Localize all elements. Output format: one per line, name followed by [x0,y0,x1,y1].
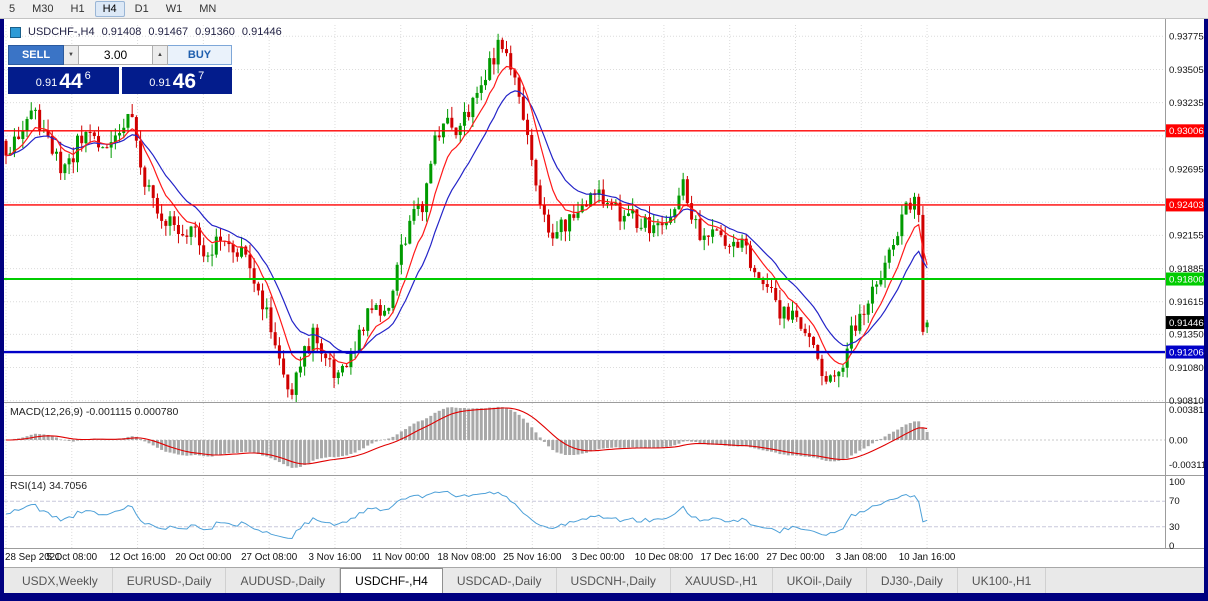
svg-text:28 Sep 2021: 28 Sep 2021 [5,552,61,563]
one-click-trading-panel: SELL ▼ ▲ BUY 0.91 44 6 0.91 46 7 [8,45,232,94]
svg-text:0.91615: 0.91615 [1169,297,1204,308]
timeframe-button-h4[interactable]: H4 [94,1,125,17]
symbol-info-bar: USDCHF-,H4 0.91408 0.91467 0.91360 0.914… [10,26,282,38]
svg-text:5 Oct 08:00: 5 Oct 08:00 [46,552,97,563]
buy-price-sup: 7 [198,70,205,82]
ohlc-low: 0.91360 [195,26,235,38]
ma-slow-line [5,90,928,355]
timeframe-button-m30[interactable]: M30 [32,3,54,15]
svg-text:20 Oct 00:00: 20 Oct 00:00 [175,552,232,563]
svg-text:3 Dec 00:00: 3 Dec 00:00 [572,552,625,563]
caret-up-icon: ▲ [157,52,163,58]
svg-text:0.92155: 0.92155 [1169,231,1204,242]
sell-price-main: 44 [59,70,83,94]
sell-button[interactable]: SELL [8,45,64,65]
buy-price-button[interactable]: 0.91 46 7 [121,67,232,94]
ohlc-high: 0.91467 [148,26,189,38]
sell-price-sup: 6 [84,70,91,82]
svg-text:0.91080: 0.91080 [1169,363,1204,374]
buy-price-prefix: 0.91 [149,77,171,89]
macd-name: MACD(12,26,9) [10,406,83,418]
svg-text:27 Oct 08:00: 27 Oct 08:00 [241,552,298,563]
timeframe-button-5[interactable]: 5 [9,3,16,15]
svg-text:10 Jan 16:00: 10 Jan 16:00 [899,552,956,563]
svg-text:18 Nov 08:00: 18 Nov 08:00 [437,552,496,563]
ma-fast-line [5,65,928,366]
sell-price-prefix: 0.91 [35,77,58,89]
chart-type-icon [10,26,21,38]
svg-text:11 Nov 00:00: 11 Nov 00:00 [372,552,430,563]
price-axis[interactable]: 0.93775 0.93505 0.93235 0.92695 0.92155 0.918… [1166,32,1204,552]
svg-text:-0.003115: -0.003115 [1169,460,1204,471]
ohlc-open: 0.91408 [101,26,142,38]
svg-text:3 Nov 16:00: 3 Nov 16:00 [309,552,362,563]
svg-text:30: 30 [1169,522,1180,533]
macd-histogram [8,406,929,468]
svg-text:0.93775: 0.93775 [1169,32,1204,43]
svg-text:100: 100 [1169,477,1185,488]
chart-tab-usdcnh-daily[interactable]: USDCNH-,Daily [557,568,671,593]
svg-text:3 Jan 08:00: 3 Jan 08:00 [836,552,888,563]
rsi-name: RSI(14) [10,480,47,492]
chart-tabs-bar: USDX,Weekly EURUSD-,Daily AUDUSD-,Daily USD… [4,567,1204,593]
trade-controls-row: SELL ▼ ▲ BUY [8,45,232,65]
svg-text:0.91885: 0.91885 [1169,264,1204,275]
chart-tab-usdchf-h4[interactable]: USDCHF-,H4 [340,568,443,593]
svg-text:0.91206: 0.91206 [1169,347,1204,358]
timeframe-button-mn[interactable]: MN [199,3,217,15]
rsi-indicator-label: RSI(14) 34.7056 [10,480,87,492]
volume-input[interactable] [79,45,153,65]
chart-tab-usdcad-daily[interactable]: USDCAD-,Daily [443,568,557,593]
chart-tab-eurusd-daily[interactable]: EURUSD-,Daily [113,568,227,593]
svg-text:0: 0 [1169,541,1174,552]
buy-button[interactable]: BUY [168,45,232,65]
volume-decrease-button[interactable]: ▼ [64,45,79,65]
symbol-title: USDCHF-,H4 [28,26,95,38]
chart-background [4,19,1204,567]
chart-tab-audusd-daily[interactable]: AUDUSD-,Daily [226,568,341,593]
timeframe-button-h1[interactable]: H1 [70,3,85,15]
svg-text:27 Dec 00:00: 27 Dec 00:00 [766,552,825,563]
svg-text:0.92695: 0.92695 [1169,164,1204,175]
svg-text:70: 70 [1169,496,1180,507]
svg-text:0.91446: 0.91446 [1169,318,1204,329]
svg-text:0.92403: 0.92403 [1169,200,1204,211]
price-chart-svg: 0.93775 0.93505 0.93235 0.92695 0.92155 0.918… [4,19,1204,567]
caret-down-icon: ▼ [68,52,74,58]
timeframe-button-w1[interactable]: W1 [165,3,183,15]
svg-text:0.00: 0.00 [1169,435,1188,446]
svg-text:0.91350: 0.91350 [1169,330,1204,341]
svg-text:0.93235: 0.93235 [1169,98,1204,109]
svg-text:10 Dec 08:00: 10 Dec 08:00 [635,552,694,563]
chart-tab-ukoil-daily[interactable]: UKOil-,Daily [773,568,867,593]
timeframe-button-d1[interactable]: D1 [134,3,149,15]
trade-prices-row: 0.91 44 6 0.91 46 7 [8,67,232,94]
chart-canvas[interactable]: 0.93775 0.93505 0.93235 0.92695 0.92155 0.918… [4,19,1204,567]
macd-signal-line [6,407,928,465]
chart-tab-xauusd-h1[interactable]: XAUUSD-,H1 [671,568,773,593]
ohlc-close: 0.91446 [241,26,282,38]
macd-values: -0.001115 0.000780 [85,406,179,418]
svg-text:17 Dec 16:00: 17 Dec 16:00 [701,552,760,563]
svg-text:0.90810: 0.90810 [1169,396,1204,407]
volume-increase-button[interactable]: ▲ [153,45,168,65]
buy-price-main: 46 [172,70,197,94]
rsi-line [5,490,928,540]
macd-indicator-label: MACD(12,26,9) -0.001115 0.000780 [10,406,178,418]
svg-text:25 Nov 16:00: 25 Nov 16:00 [503,552,562,563]
chart-tab-usdx-weekly[interactable]: USDX,Weekly [8,568,113,593]
horizontal-levels-layer[interactable] [4,130,1165,354]
timeframe-toolbar: 5 M30 H1 H4 D1 W1 MN [0,0,1208,19]
chart-tab-dj30-daily[interactable]: DJ30-,Daily [867,568,958,593]
svg-text:0.93505: 0.93505 [1169,65,1204,76]
svg-text:0.93006: 0.93006 [1169,126,1204,137]
svg-text:0.91800: 0.91800 [1169,274,1204,285]
svg-text:0.003811: 0.003811 [1169,405,1204,416]
rsi-value: 34.7056 [49,480,88,492]
sell-price-button[interactable]: 0.91 44 6 [8,67,119,94]
svg-text:12 Oct 16:00: 12 Oct 16:00 [110,552,167,563]
chart-tab-uk100-h1[interactable]: UK100-,H1 [958,568,1047,593]
